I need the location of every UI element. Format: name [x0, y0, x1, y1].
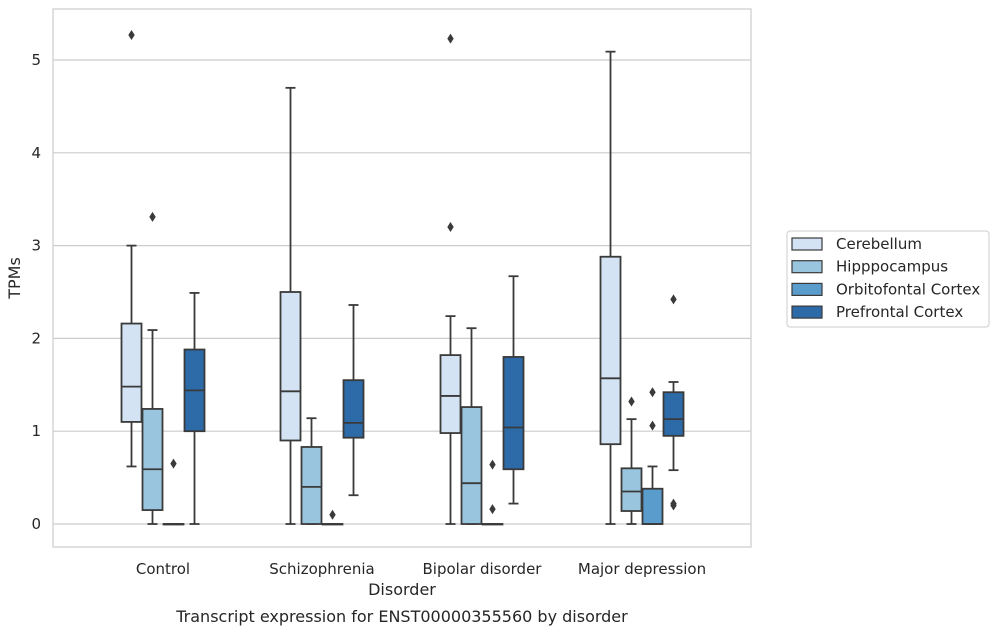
legend-swatch: [791, 282, 823, 296]
box-hipppocampus: [460, 327, 483, 525]
box-iqr: [620, 467, 643, 512]
legend: Cerebellum Hipppocampus Orbitofontal Corte…: [786, 230, 990, 328]
chart-caption: Transcript expression for ENST0000035556…: [175, 607, 628, 626]
outlier-point: [447, 33, 454, 44]
y-tick-label: 5: [31, 51, 41, 69]
box-iqr: [439, 354, 462, 434]
outlier-point: [489, 504, 496, 515]
box-prefrontal-cortex: [342, 304, 365, 497]
outlier-point: [670, 294, 677, 305]
x-tick-label: Control: [136, 560, 190, 578]
box-orbitofontal-cortex: [162, 458, 185, 526]
legend-label: Cerebellum: [836, 235, 922, 253]
x-axis-label: Disorder: [368, 580, 436, 599]
outlier-point: [149, 211, 156, 222]
ticks: 0 1 2 3 4 5 Control Schizophrenia Bipolar disord…: [31, 51, 706, 578]
box-iqr: [662, 391, 685, 437]
box-iqr: [502, 356, 525, 471]
legend-swatch: [791, 237, 823, 251]
outlier-point: [170, 458, 177, 469]
legend-frame: [786, 230, 990, 328]
x-tick-label: Major depression: [578, 560, 706, 578]
box-cerebellum: [279, 86, 302, 525]
box-hipppocampus: [300, 417, 323, 525]
y-tick-label: 2: [31, 329, 41, 347]
boxes: [120, 29, 685, 526]
plot-area: [52, 8, 752, 548]
legend-swatch: [791, 260, 823, 274]
outlier-point: [649, 387, 656, 398]
box-hipppocampus: [141, 211, 164, 525]
outlier-point: [489, 459, 496, 470]
box-cerebellum: [599, 50, 622, 525]
y-tick-label: 0: [31, 515, 41, 533]
box-iqr: [120, 322, 143, 423]
outlier-point: [447, 222, 454, 233]
y-axis-label: TPMs: [5, 257, 24, 300]
y-tick-label: 3: [31, 237, 41, 255]
legend-label: Hipppocampus: [836, 258, 948, 276]
y-tick-label: 4: [31, 144, 41, 162]
y-tick-label: 1: [31, 422, 41, 440]
x-tick-label: Bipolar disorder: [423, 560, 543, 578]
box-orbitofontal-cortex: [321, 509, 344, 526]
box-prefrontal-cortex: [662, 294, 685, 511]
x-tick-label: Schizophrenia: [269, 560, 374, 578]
legend-label: Orbitofontal Cortex: [836, 280, 980, 298]
legend-swatch: [791, 305, 823, 319]
box-orbitofontal-cortex: [481, 459, 504, 526]
box-iqr: [300, 446, 323, 525]
legend-label: Prefrontal Cortex: [836, 303, 963, 321]
box-hipppocampus: [620, 396, 643, 525]
box-cerebellum: [120, 29, 143, 468]
box-iqr: [599, 255, 622, 446]
box-cerebellum: [439, 33, 462, 525]
outlier-point: [128, 29, 135, 40]
box-iqr: [279, 291, 302, 442]
box-iqr: [342, 379, 365, 439]
outlier-point: [649, 420, 656, 431]
box-iqr: [641, 487, 664, 525]
box-iqr: [141, 408, 164, 511]
box-prefrontal-cortex: [502, 275, 525, 505]
box-iqr: [460, 406, 483, 525]
box-prefrontal-cortex: [183, 292, 206, 525]
outlier-point: [628, 396, 635, 407]
box-orbitofontal-cortex: [641, 387, 664, 525]
outlier-point: [670, 498, 677, 509]
outlier-point: [329, 509, 336, 520]
